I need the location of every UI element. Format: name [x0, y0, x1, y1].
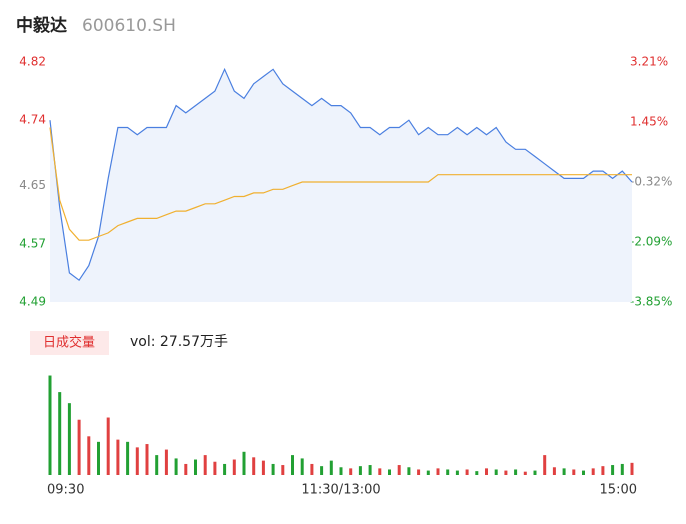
y2-tick-label: 1.45% [630, 114, 668, 128]
volume-bar [164, 449, 168, 475]
stock-name: 中毅达 [16, 15, 67, 36]
volume-bar [194, 459, 197, 475]
y-tick-label: 4.82 [19, 55, 46, 69]
y-tick-label: 4.74 [19, 113, 46, 127]
volume-bar [485, 468, 488, 475]
volume-bar [213, 461, 217, 475]
volume-bar [310, 463, 314, 475]
volume-bar [562, 468, 566, 475]
volume-bar [552, 467, 556, 475]
y-tick-label: 4.49 [19, 295, 46, 309]
volume-bar [339, 467, 343, 475]
volume-bar [174, 458, 178, 475]
volume-bar [465, 469, 469, 475]
volume-label: 日成交量 [43, 335, 95, 351]
volume-bar [135, 447, 139, 475]
stock-code: 600610.SH [82, 16, 176, 36]
volume-bar [494, 469, 498, 475]
volume-bar [116, 439, 120, 475]
volume-bar [475, 471, 479, 475]
volume-bar [271, 463, 275, 475]
volume-bar [291, 455, 294, 475]
average-line [49, 127, 632, 241]
volume-bar [126, 441, 130, 475]
volume-summary: vol: 27.57万手 [130, 334, 228, 350]
volume-bar [446, 469, 450, 475]
price-area [50, 69, 632, 302]
volume-bar [67, 403, 71, 475]
volume-bar [543, 455, 547, 475]
volume-label-bg [30, 331, 109, 355]
volume-bar [232, 459, 236, 475]
volume-bar [155, 455, 159, 475]
volume-bar [97, 441, 100, 475]
volume-bar [242, 451, 246, 475]
price-line [49, 67, 633, 282]
volume-bar [407, 467, 411, 475]
volume-bar [48, 375, 52, 475]
volume-bar [582, 470, 585, 475]
y2-tick-label: -3.85% [630, 295, 672, 309]
volume-bar [620, 463, 624, 475]
volume-bar [329, 460, 333, 475]
volume-bar [533, 470, 537, 475]
volume-bar [630, 462, 634, 475]
volume-bar [145, 444, 149, 475]
volume-bar [261, 460, 265, 475]
volume-bar [378, 468, 382, 475]
volume-bar [300, 458, 304, 475]
volume-bar [572, 469, 576, 475]
volume-bar [388, 469, 391, 475]
y2-tick-label: 3.21% [630, 55, 668, 69]
volume-bar [426, 470, 430, 475]
volume-bar [417, 469, 421, 475]
volume-bar [203, 455, 207, 475]
x-tick-label: 15:00 [600, 483, 637, 498]
volume-bar [591, 468, 595, 475]
volume-bar [58, 392, 62, 475]
volume-bar [368, 465, 372, 475]
volume-bar [523, 471, 527, 475]
volume-bar [223, 463, 227, 475]
volume-bar [87, 436, 91, 475]
volume-bar [358, 466, 362, 475]
volume-bar [504, 470, 508, 475]
volume-bar [281, 465, 285, 475]
volume-bar [184, 463, 188, 475]
y-tick-label: 4.57 [19, 236, 46, 250]
y2-tick-label: -0.32% [630, 175, 672, 189]
volume-bar [436, 468, 440, 475]
volume-bar [349, 468, 353, 475]
volume-bar [514, 469, 518, 475]
y-tick-label: 4.65 [19, 178, 46, 192]
volume-bar [397, 465, 401, 475]
volume-bar [106, 417, 110, 475]
y2-tick-label: -2.09% [630, 235, 672, 249]
volume-bar [611, 465, 615, 475]
x-tick-label: 09:30 [47, 483, 84, 498]
x-tick-label: 11:30/13:00 [301, 483, 380, 498]
volume-bar [455, 470, 459, 475]
volume-bar [320, 466, 324, 475]
volume-bar [77, 419, 81, 475]
volume-bar [252, 457, 256, 475]
volume-bar [601, 466, 605, 475]
